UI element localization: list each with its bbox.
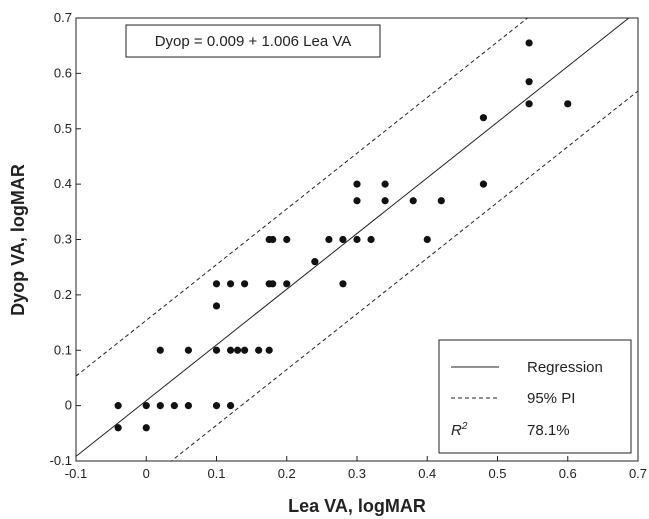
data-point — [212, 302, 221, 310]
legend-box — [438, 339, 632, 454]
y-tick-label: 0.7 — [54, 10, 72, 25]
data-point — [381, 180, 389, 188]
data-point — [226, 280, 235, 288]
data-point — [226, 346, 235, 354]
y-tick-label: 0 — [65, 398, 72, 413]
data-point — [353, 180, 361, 188]
data-point — [142, 424, 150, 432]
legend-pi-label: 95% PI — [527, 390, 575, 407]
data-point — [212, 402, 221, 410]
data-point — [114, 424, 122, 432]
data-point — [381, 197, 389, 205]
data-point — [353, 235, 361, 244]
legend-r2-symbol: R2 — [451, 421, 468, 439]
y-tick-label: 0.5 — [54, 121, 72, 136]
axis-ticks: -0.1 0 0.1 0.2 0.3 0.4 0.5 0.6 0.7 -0.1 0 0.1 0.2 0.3… — [50, 10, 647, 481]
data-point — [283, 280, 291, 288]
data-point — [339, 235, 347, 244]
data-point — [241, 346, 249, 354]
data-point — [409, 197, 417, 205]
data-point — [479, 114, 488, 122]
y-tick-label: -0.1 — [50, 453, 72, 468]
x-tick-label: 0.7 — [629, 466, 647, 481]
x-axis-title: Lea VA, logMAR — [288, 496, 426, 516]
data-point — [269, 235, 277, 244]
y-tick-label: 0.6 — [54, 65, 72, 80]
data-point — [184, 346, 192, 354]
x-tick-label: 0.4 — [418, 466, 436, 481]
prediction-interval-lower-line — [170, 90, 638, 461]
x-tick-label: -0.1 — [65, 466, 87, 481]
x-tick-label: 0.6 — [559, 466, 577, 481]
data-point — [525, 39, 533, 47]
data-point — [212, 346, 221, 354]
legend-regression-label: Regression — [527, 359, 603, 376]
y-tick-label: 0.1 — [54, 342, 72, 357]
y-tick-label: 0.2 — [54, 287, 72, 302]
x-tick-label: 0.3 — [348, 466, 366, 481]
data-point — [156, 346, 164, 354]
x-tick-label: 0.1 — [207, 466, 225, 481]
data-point — [367, 235, 375, 244]
data-point — [265, 346, 273, 354]
data-point — [325, 235, 333, 244]
legend: Regression 95% PI R2 78.1% — [438, 339, 632, 454]
legend-r2-value: 78.1% — [527, 422, 570, 439]
data-point — [269, 280, 277, 288]
data-point — [479, 180, 488, 188]
data-points — [114, 39, 572, 432]
data-point — [114, 402, 122, 410]
y-tick-label: 0.3 — [54, 232, 72, 247]
lines-layer — [76, 18, 638, 461]
data-point — [423, 235, 431, 244]
data-point — [241, 280, 249, 288]
equation-box — [125, 24, 381, 58]
data-point — [212, 280, 221, 288]
data-point — [564, 100, 572, 108]
y-axis-title: Dyop VA, logMAR — [8, 164, 28, 316]
data-point — [525, 78, 533, 86]
data-point — [255, 346, 263, 354]
regression-line — [76, 18, 630, 457]
data-point — [437, 197, 445, 205]
y-tick-label: 0.4 — [54, 176, 72, 191]
x-tick-label: 0 — [143, 466, 150, 481]
data-point — [226, 402, 235, 410]
data-point — [170, 402, 178, 410]
data-point — [311, 258, 319, 266]
data-point — [156, 402, 164, 410]
data-point — [339, 280, 347, 288]
data-point — [283, 235, 291, 244]
data-point — [233, 346, 242, 354]
x-tick-label: 0.2 — [278, 466, 296, 481]
data-point — [142, 402, 150, 410]
data-point — [353, 197, 361, 205]
prediction-interval-upper-line — [76, 18, 529, 377]
x-tick-label: 0.5 — [488, 466, 506, 481]
regression-equation: Dyop = 0.009 + 1.006 Lea VA — [155, 33, 352, 50]
data-point — [184, 402, 192, 410]
data-point — [525, 100, 533, 108]
